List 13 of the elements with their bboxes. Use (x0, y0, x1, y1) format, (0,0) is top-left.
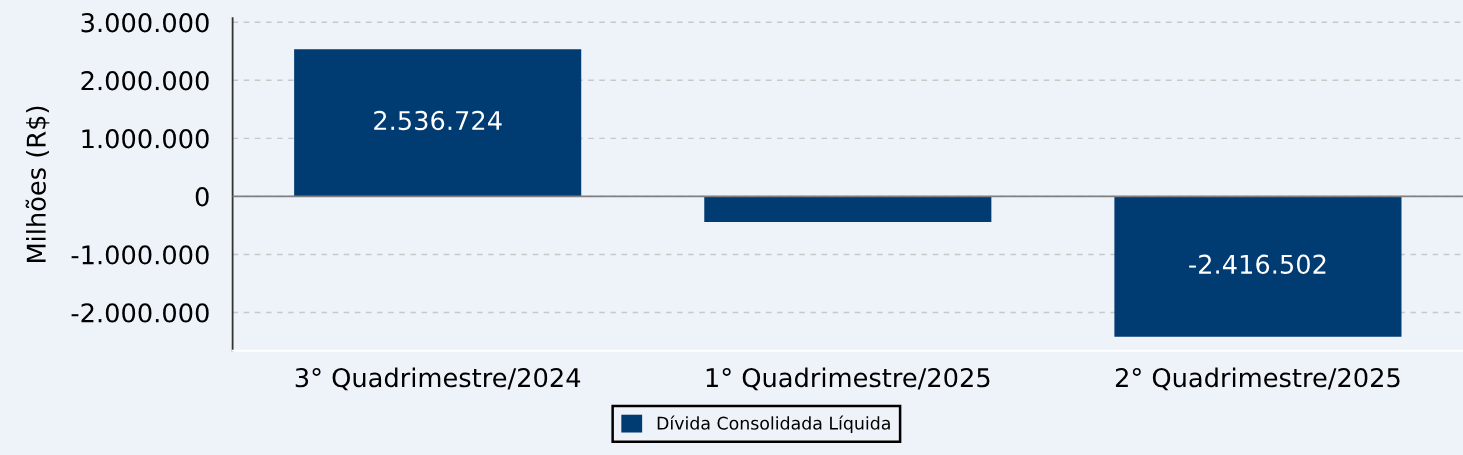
y-tick-label: 0 (195, 187, 209, 207)
y-tick-label: 3.000.000 (81, 12, 209, 33)
x-tick-label: 1° Quadrimestre/2025 (706, 367, 990, 391)
y-tick-label: 1.000.000 (82, 129, 209, 149)
y-tick-label: 2.000.000 (81, 71, 209, 91)
data-label: 2.536.724 (374, 110, 502, 131)
y-tick-label: -2.000.000 (71, 303, 209, 323)
y-axis-title: Milhões (R$) (25, 106, 50, 263)
x-tick-label: 2° Quadrimestre/2025 (1115, 367, 1400, 391)
legend-label: Dívida Consolidada Líquida (657, 415, 890, 434)
x-tick-label: 3° Quadrimestre/2024 (295, 367, 581, 391)
y-tick-label: -1.000.000 (71, 245, 209, 265)
data-label: -2.416.502 (1189, 254, 1326, 274)
